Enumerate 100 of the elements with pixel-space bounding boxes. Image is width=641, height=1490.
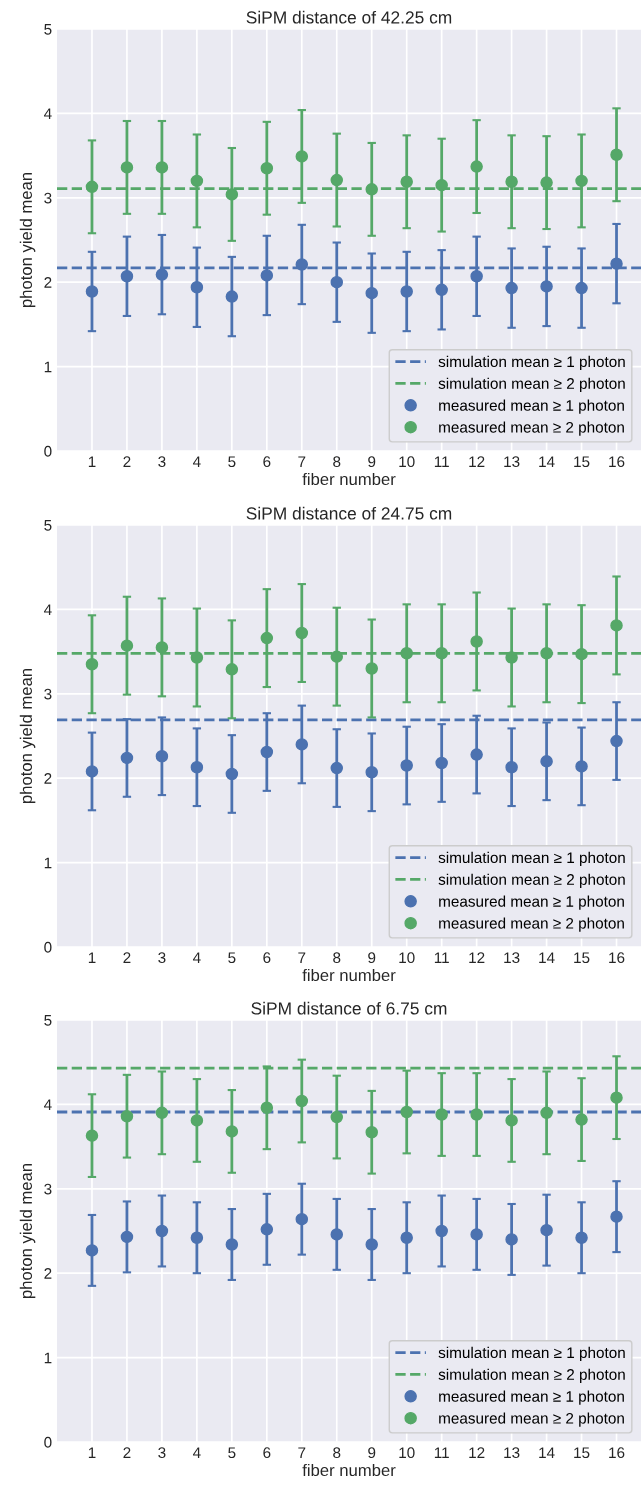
point (400, 759, 413, 772)
x-tick-label: 16 (609, 1447, 625, 1459)
x-tick-label: 8 (333, 456, 341, 468)
point (540, 1223, 553, 1237)
x-tick-label: 5 (228, 1447, 236, 1459)
point (85, 180, 99, 194)
point (225, 767, 239, 781)
x-tick-label: 3 (158, 456, 166, 468)
point (400, 647, 413, 660)
point (575, 1113, 588, 1126)
x-tick-label: 10 (399, 952, 415, 964)
x-axis-title: fiber number (302, 968, 396, 982)
x-tick-label: 7 (298, 952, 306, 963)
point (470, 1108, 483, 1121)
legend-label: simulation mean ≥ 2 photon (438, 873, 625, 888)
legend-label: measured mean ≥ 2 photon (439, 917, 624, 932)
x-tick-label: 9 (368, 952, 376, 964)
point (435, 1108, 448, 1121)
point (295, 1094, 309, 1108)
point (85, 1244, 99, 1257)
point (330, 761, 344, 775)
point (505, 760, 518, 774)
point (400, 1105, 413, 1119)
y-tick-label: 1 (44, 857, 52, 869)
point (260, 269, 274, 282)
x-tick-label: 14 (539, 952, 555, 963)
x-tick-label: 6 (263, 1447, 271, 1459)
x-tick-label: 14 (539, 1447, 555, 1458)
x-tick-label: 12 (469, 1447, 485, 1458)
x-tick-label: 16 (609, 456, 625, 468)
point (540, 176, 553, 189)
point (225, 188, 239, 201)
point (610, 1210, 623, 1223)
y-tick-label: 2 (44, 277, 52, 288)
point (155, 641, 169, 654)
point (575, 1231, 588, 1245)
point (575, 174, 588, 188)
y-tick-label: 3 (44, 192, 52, 204)
point (610, 619, 623, 632)
point (85, 1129, 99, 1142)
point (330, 1228, 344, 1241)
y-tick-label: 3 (44, 1183, 52, 1195)
point (435, 283, 448, 297)
x-tick-label: 6 (263, 456, 271, 468)
point (470, 160, 483, 173)
point (365, 662, 378, 675)
y-tick-label: 4 (43, 1099, 52, 1110)
x-tick-label: 9 (368, 1447, 376, 1459)
point (470, 1228, 483, 1241)
point (260, 745, 274, 759)
legend-label: simulation mean ≥ 1 photon (438, 355, 625, 371)
point (575, 281, 588, 295)
point (190, 1231, 204, 1245)
y-tick-label: 2 (44, 773, 52, 784)
y-tick-label: 3 (44, 688, 52, 700)
point (295, 738, 309, 751)
point (295, 258, 309, 271)
x-tick-label: 1 (88, 1447, 96, 1458)
x-tick-label: 2 (123, 952, 131, 963)
y-axis-title: photon yield mean (19, 172, 36, 308)
point (400, 175, 413, 189)
x-tick-label: 15 (574, 456, 590, 468)
point (365, 1126, 378, 1139)
x-tick-label: 11 (434, 456, 449, 467)
y-tick-label: 5 (44, 520, 52, 531)
y-axis-title: photon yield mean (19, 668, 36, 804)
point (610, 257, 623, 270)
x-tick-label: 2 (123, 456, 131, 467)
y-tick-label: 0 (44, 445, 52, 457)
legend-label: simulation mean ≥ 1 photon (438, 1346, 625, 1362)
x-tick-label: 7 (298, 1447, 306, 1458)
point (610, 148, 623, 162)
point (435, 647, 448, 660)
point (155, 268, 169, 281)
point (330, 1110, 344, 1124)
x-tick-label: 11 (434, 952, 449, 963)
x-tick-label: 5 (228, 952, 236, 964)
point (575, 647, 588, 661)
legend-label: measured mean ≥ 1 photon (439, 895, 624, 910)
legend-label: measured mean ≥ 2 photon (439, 421, 624, 436)
x-tick-label: 13 (504, 456, 520, 468)
x-tick-label: 15 (574, 952, 590, 964)
x-tick-label: 3 (158, 952, 166, 964)
point (365, 766, 378, 779)
x-tick-label: 9 (368, 456, 376, 468)
y-tick-label: 5 (44, 24, 52, 35)
y-tick-label: 4 (43, 604, 52, 615)
point (260, 1101, 274, 1115)
legend-label: measured mean ≥ 2 photon (439, 1412, 624, 1427)
point (120, 751, 134, 765)
y-tick-label: 2 (44, 1268, 52, 1279)
point (505, 651, 518, 664)
point (225, 663, 239, 676)
point (190, 1114, 204, 1127)
chart-title: SiPM distance of 24.75 cm (246, 506, 452, 520)
legend-label: measured mean ≥ 1 photon (439, 399, 624, 414)
point (260, 162, 274, 175)
point (505, 281, 518, 295)
point (365, 286, 378, 300)
point (85, 765, 99, 778)
